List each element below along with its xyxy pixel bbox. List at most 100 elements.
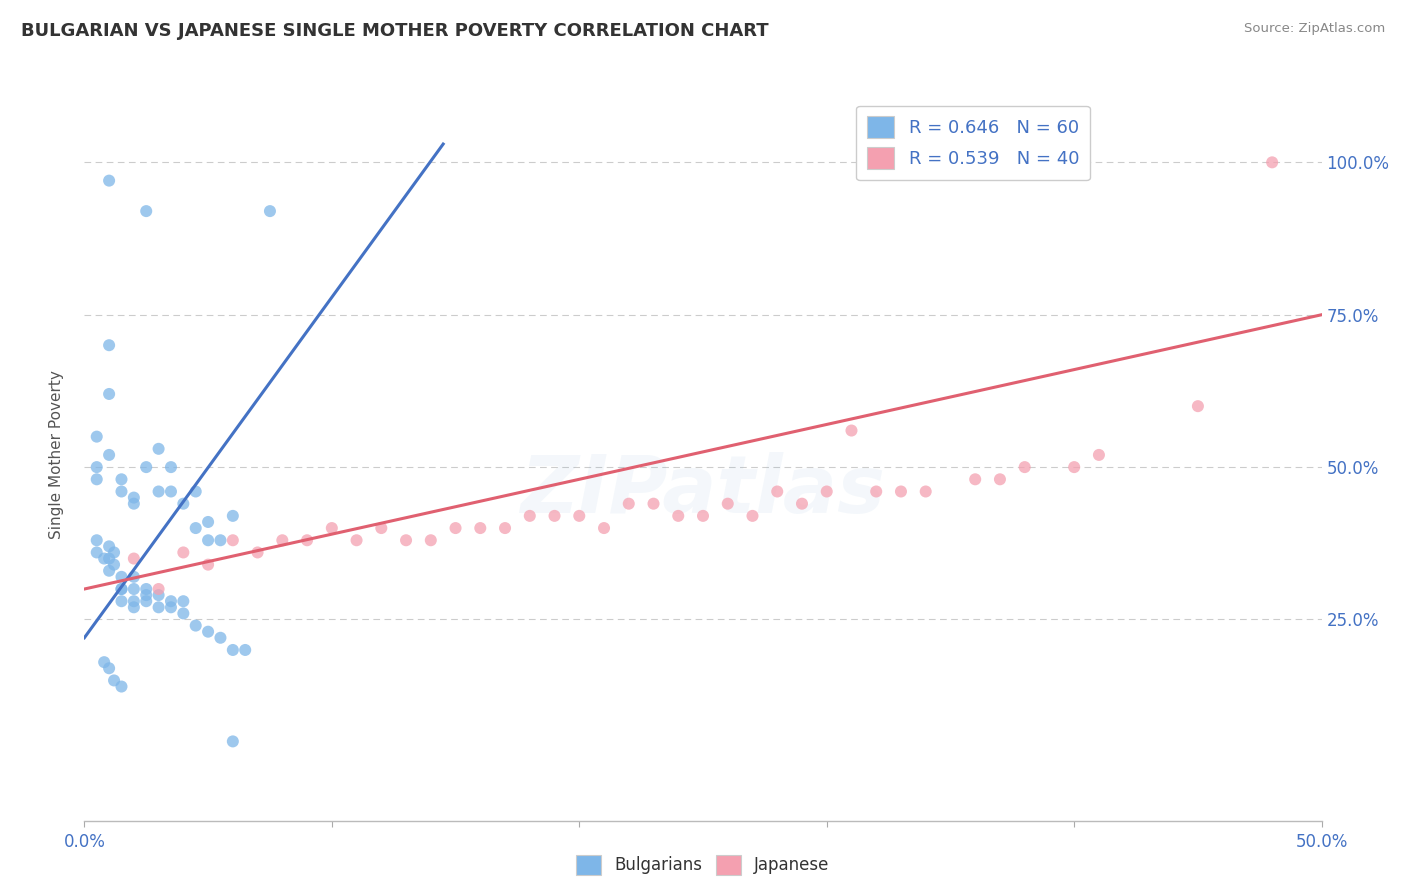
Point (1063, 460, 1085, 475)
Point (98, 387, 121, 401)
Point (148, 588, 170, 602)
Point (1088, 448, 1111, 462)
Text: ZIPatlas: ZIPatlas (520, 452, 886, 531)
Text: Source: ZipAtlas.com: Source: ZipAtlas.com (1244, 22, 1385, 36)
Point (110, 680, 132, 694)
Point (122, 600, 145, 615)
Point (419, 533, 441, 548)
Point (1261, 155, 1284, 169)
Point (98, 174, 121, 188)
Point (98, 338, 121, 352)
Point (222, 734, 245, 748)
Point (346, 533, 368, 548)
Point (86, 430, 108, 444)
Point (295, 533, 318, 548)
Point (172, 594, 194, 608)
Point (914, 484, 936, 499)
Point (135, 594, 157, 608)
Point (98, 661, 121, 675)
Point (86, 460, 108, 475)
Point (122, 594, 145, 608)
Point (470, 521, 492, 535)
Point (519, 508, 541, 523)
Point (98, 551, 121, 566)
Point (86, 545, 108, 559)
Text: BULGARIAN VS JAPANESE SINGLE MOTHER POVERTY CORRELATION CHART: BULGARIAN VS JAPANESE SINGLE MOTHER POVE… (21, 22, 769, 40)
Point (148, 582, 170, 596)
Point (233, 643, 256, 657)
Point (98, 539, 121, 553)
Point (103, 673, 125, 688)
Point (184, 521, 207, 535)
Point (110, 594, 132, 608)
Point (766, 484, 789, 499)
Point (617, 497, 640, 511)
Point (148, 442, 170, 456)
Point (110, 582, 132, 596)
Point (135, 582, 157, 596)
Point (160, 600, 183, 615)
Point (122, 570, 145, 584)
Point (135, 588, 157, 602)
Point (222, 643, 245, 657)
Point (172, 607, 194, 621)
Point (122, 551, 145, 566)
Point (692, 508, 714, 523)
Point (160, 594, 183, 608)
Point (741, 508, 763, 523)
Point (271, 533, 294, 548)
Point (93, 551, 115, 566)
Point (890, 484, 912, 499)
Point (568, 508, 591, 523)
Point (184, 618, 207, 632)
Point (110, 472, 132, 486)
Point (259, 204, 281, 219)
Point (122, 491, 145, 505)
Point (1187, 399, 1209, 413)
Point (160, 460, 183, 475)
Point (197, 533, 219, 548)
Point (93, 655, 115, 669)
Point (197, 624, 219, 639)
Point (841, 424, 863, 438)
Point (209, 533, 232, 548)
Point (865, 484, 887, 499)
Point (98, 564, 121, 578)
Point (135, 204, 157, 219)
Point (593, 521, 616, 535)
Point (160, 484, 183, 499)
Point (197, 558, 219, 572)
Point (184, 484, 207, 499)
Point (988, 472, 1011, 486)
Point (1014, 460, 1036, 475)
Point (103, 558, 125, 572)
Point (110, 484, 132, 499)
Point (103, 545, 125, 559)
Point (444, 521, 467, 535)
Point (643, 497, 665, 511)
Point (86, 533, 108, 548)
Point (222, 508, 245, 523)
Point (965, 472, 987, 486)
Point (135, 460, 157, 475)
Point (321, 521, 343, 535)
Point (790, 497, 813, 511)
Point (717, 497, 740, 511)
Point (148, 484, 170, 499)
Point (395, 533, 418, 548)
Point (122, 582, 145, 596)
Point (86, 472, 108, 486)
Point (815, 484, 838, 499)
Point (110, 570, 132, 584)
Point (246, 545, 269, 559)
Point (110, 582, 132, 596)
Point (370, 521, 392, 535)
Legend: Bulgarians, Japanese: Bulgarians, Japanese (569, 848, 837, 882)
Point (209, 631, 232, 645)
Point (172, 545, 194, 559)
Point (543, 508, 565, 523)
Point (122, 497, 145, 511)
Point (494, 521, 516, 535)
Point (197, 515, 219, 529)
Point (172, 497, 194, 511)
